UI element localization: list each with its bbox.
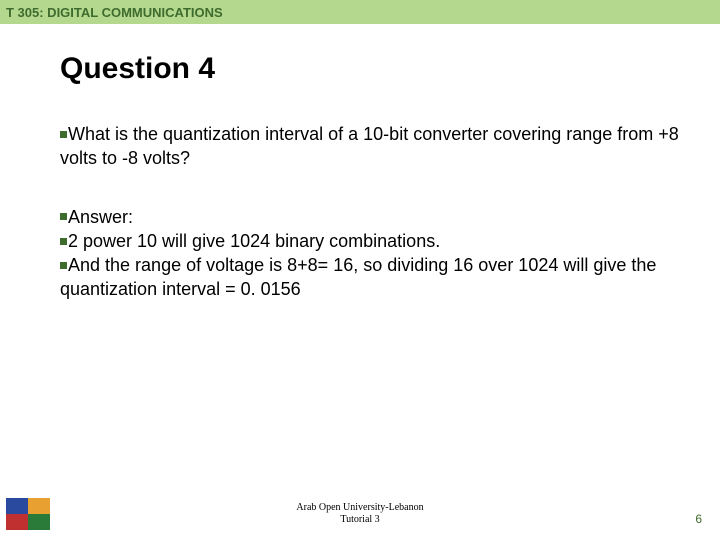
footer-line-2: Tutorial 3 (340, 514, 379, 525)
bullet-icon (60, 213, 67, 220)
slide-title: Question 4 (60, 52, 690, 86)
answer-line-2: And the range of voltage is 8+8= 16, so … (60, 253, 690, 302)
answer-text-2: And the range of voltage is 8+8= 16, so … (60, 255, 656, 299)
answer-label-line: Answer: (60, 205, 690, 229)
question-text: What is the quantization interval of a 1… (60, 122, 690, 171)
footer: Arab Open University-Lebanon Tutorial 3 (0, 502, 720, 526)
bullet-icon (60, 262, 67, 269)
answer-block: Answer: 2 power 10 will give 1024 binary… (60, 205, 690, 302)
bullet-icon (60, 131, 67, 138)
question-block: What is the quantization interval of a 1… (60, 122, 690, 171)
header-bar: T 305: DIGITAL COMMUNICATIONS (0, 0, 720, 24)
header-title: T 305: DIGITAL COMMUNICATIONS (6, 5, 223, 20)
bullet-icon (60, 238, 67, 245)
slide-content: Question 4 What is the quantization inte… (60, 24, 720, 302)
answer-text-1: 2 power 10 will give 1024 binary combina… (68, 231, 440, 251)
left-margin (0, 24, 60, 540)
footer-line-1: Arab Open University-Lebanon (296, 502, 423, 513)
answer-line-1: 2 power 10 will give 1024 binary combina… (60, 229, 690, 253)
slide-number: 6 (695, 512, 702, 526)
answer-label: Answer: (68, 207, 133, 227)
question-content: What is the quantization interval of a 1… (60, 124, 679, 168)
